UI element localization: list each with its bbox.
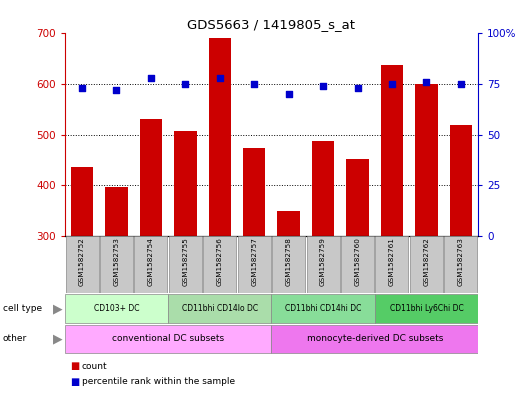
Bar (105, 187, 128, 236)
Text: count: count (82, 362, 107, 371)
Point (388, 81, 396, 87)
Bar (444, 236, 477, 293)
Bar (65, 236, 99, 293)
Bar (169, 236, 202, 293)
Bar (271, 294, 374, 323)
Bar (65, 325, 271, 353)
Bar (278, 211, 300, 236)
Text: GSM1582759: GSM1582759 (320, 237, 326, 286)
Bar (415, 84, 438, 236)
Text: ■: ■ (70, 377, 79, 387)
Bar (271, 325, 478, 353)
Point (215, 75, 224, 81)
Point (354, 85, 362, 91)
Text: conventional DC subsets: conventional DC subsets (112, 334, 224, 343)
Text: GSM1582757: GSM1582757 (251, 237, 257, 286)
Text: GSM1582762: GSM1582762 (424, 237, 429, 286)
Bar (450, 125, 472, 236)
Text: GSM1582753: GSM1582753 (113, 237, 119, 286)
Bar (376, 236, 408, 293)
Bar (243, 148, 265, 236)
Text: GSM1582755: GSM1582755 (183, 237, 188, 286)
Text: monocyte-derived DC subsets: monocyte-derived DC subsets (306, 334, 443, 343)
Text: CD11bhi Ly6Chi DC: CD11bhi Ly6Chi DC (390, 304, 463, 313)
Title: GDS5663 / 1419805_s_at: GDS5663 / 1419805_s_at (187, 18, 356, 31)
Bar (71, 167, 93, 236)
Text: other: other (3, 334, 27, 343)
Bar (312, 141, 334, 236)
Bar (168, 294, 271, 323)
Bar (209, 39, 231, 236)
Bar (237, 236, 271, 293)
Text: ▶: ▶ (53, 332, 62, 345)
Text: GSM1582763: GSM1582763 (458, 237, 464, 286)
Bar (272, 236, 305, 293)
Text: GSM1582761: GSM1582761 (389, 237, 395, 286)
Text: ■: ■ (70, 361, 79, 371)
Bar (341, 236, 374, 293)
Bar (381, 65, 403, 236)
Bar (346, 159, 369, 236)
Text: GSM1582758: GSM1582758 (286, 237, 292, 286)
Bar (410, 236, 443, 293)
Point (112, 87, 121, 93)
Point (319, 83, 327, 89)
Point (422, 79, 430, 85)
Point (147, 75, 155, 81)
Bar (134, 236, 167, 293)
Bar (140, 119, 162, 236)
Point (78, 85, 86, 91)
Bar (65, 294, 168, 323)
Text: GSM1582754: GSM1582754 (148, 237, 154, 286)
Point (457, 81, 465, 87)
Text: CD11bhi CD14hi DC: CD11bhi CD14hi DC (285, 304, 361, 313)
Text: cell type: cell type (3, 304, 42, 313)
Bar (174, 131, 197, 236)
Bar (306, 236, 339, 293)
Text: CD11bhi CD14lo DC: CD11bhi CD14lo DC (181, 304, 258, 313)
Text: GSM1582760: GSM1582760 (355, 237, 360, 286)
Text: CD103+ DC: CD103+ DC (94, 304, 139, 313)
Point (285, 91, 293, 97)
Bar (100, 236, 133, 293)
Text: percentile rank within the sample: percentile rank within the sample (82, 378, 235, 386)
Bar (203, 236, 236, 293)
Text: GSM1582752: GSM1582752 (79, 237, 85, 286)
Point (181, 81, 189, 87)
Point (250, 81, 258, 87)
Text: GSM1582756: GSM1582756 (217, 237, 223, 286)
Text: ▶: ▶ (53, 302, 62, 315)
Bar (374, 294, 478, 323)
